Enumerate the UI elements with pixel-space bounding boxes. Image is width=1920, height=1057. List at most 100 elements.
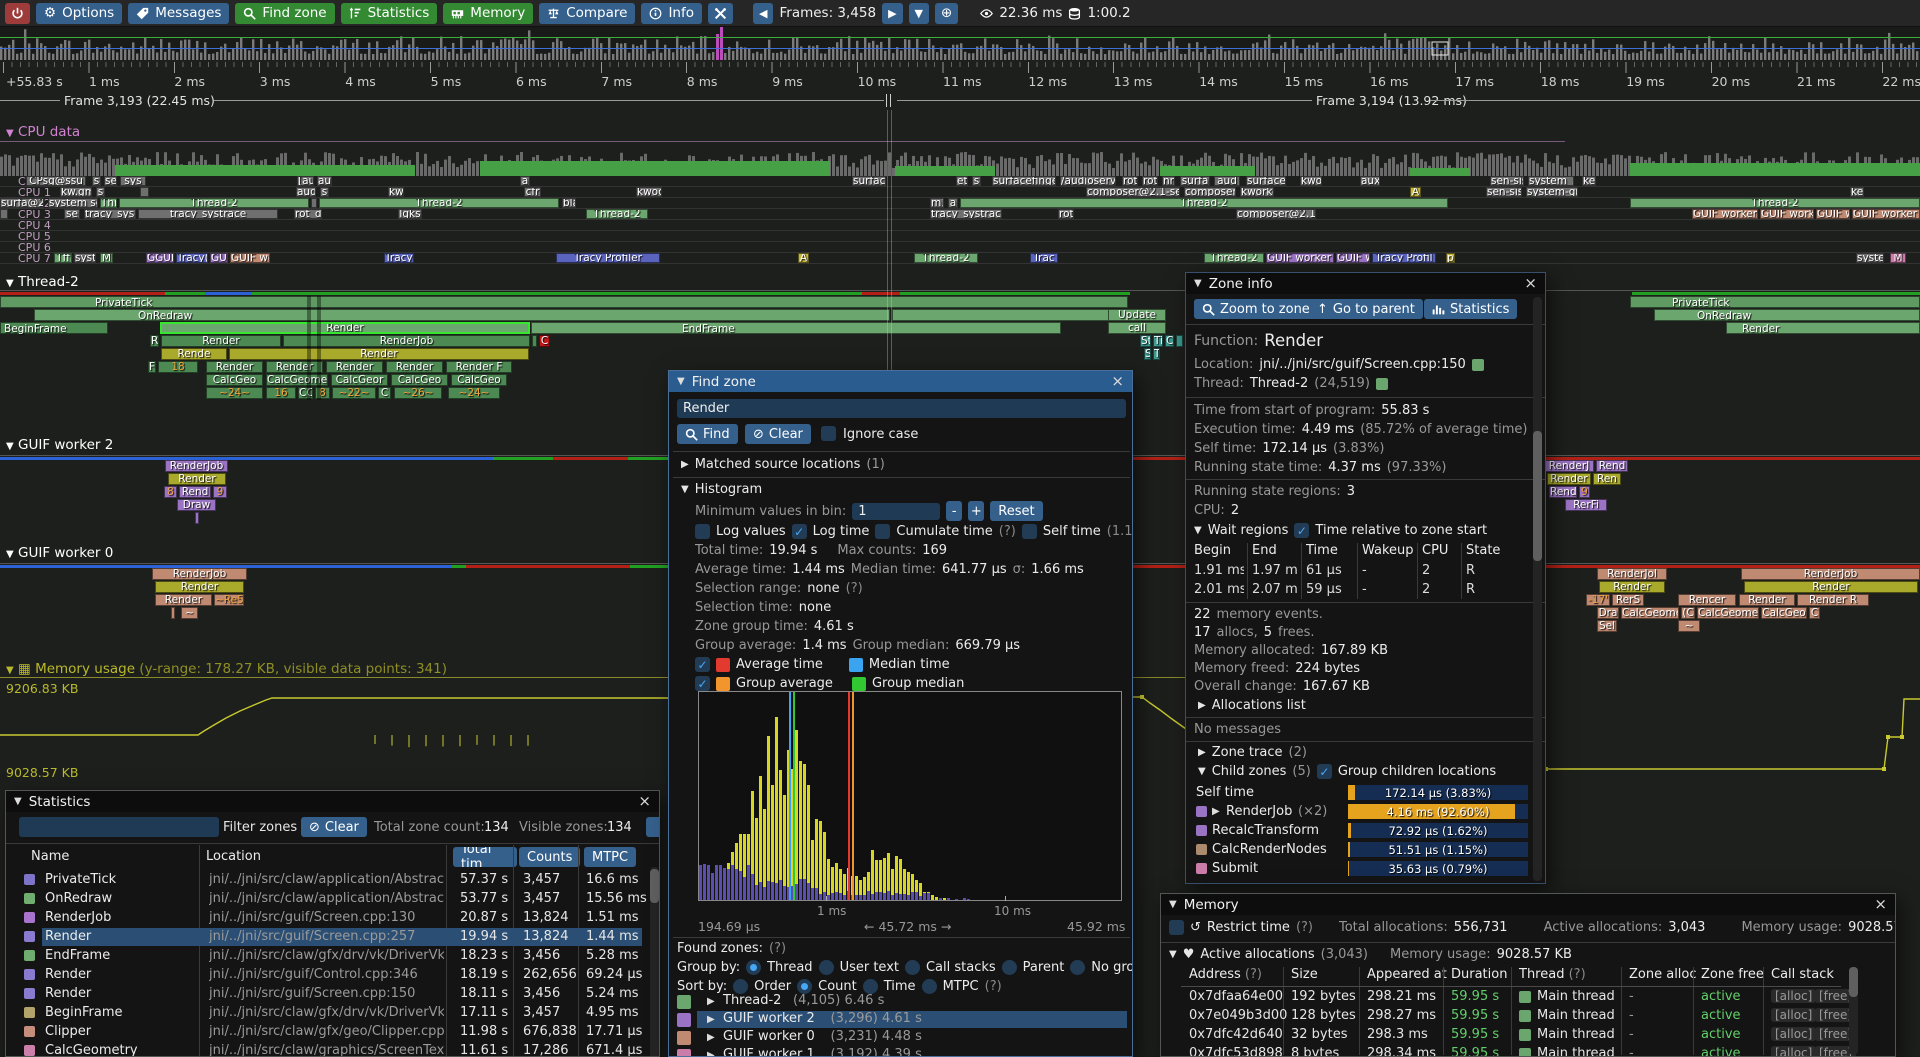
timeline-zone[interactable]: 8	[164, 486, 177, 498]
cpu-zone[interactable]: se	[104, 176, 117, 186]
compare-button[interactable]: Compare	[539, 2, 636, 24]
allocation-row[interactable]: 0x7dfaa64e00 192 bytes 298.21 ms 59.95 s Mai…	[1161, 989, 1895, 1007]
prev-frame-button[interactable]: ◀	[753, 2, 774, 24]
cpu-zone[interactable]: GUIF worker 2	[1266, 253, 1334, 263]
memory-usage-header[interactable]: ▼ ▦ Memory usage (y-range: 178.27 KB, vi…	[6, 661, 447, 677]
cpu-data-header[interactable]: ▼ CPU data	[6, 124, 81, 140]
find-zone-window[interactable]: ▼ Find zone × Render Find ⊘ Clear Ignore ca…	[668, 370, 1133, 1057]
cpu-zone[interactable]: rot_d	[294, 209, 322, 219]
cpu-zone[interactable]: surfa	[1180, 176, 1210, 186]
timeline-zone[interactable]: F	[148, 361, 156, 373]
timeline-zone[interactable]: RenderJob	[283, 335, 530, 347]
memory-button[interactable]: Memory	[443, 2, 534, 24]
info-button[interactable]: Info	[641, 2, 703, 24]
min-bin-decrement[interactable]: -	[946, 501, 963, 521]
close-icon[interactable]: ×	[1874, 895, 1887, 913]
cpu-zone[interactable]: p	[1446, 253, 1455, 263]
cpu-zone[interactable]: aud	[1214, 176, 1240, 186]
timeline-zone[interactable]: ~22~	[332, 387, 376, 399]
cpu-zone[interactable]: A	[1410, 187, 1421, 197]
table-row[interactable]: CalcGeometry jni/../jni/src/claw/graphics…	[6, 1042, 659, 1056]
zone-statistics-button[interactable]: Statistics	[1424, 299, 1518, 319]
cpu-zone[interactable]: Tff	[54, 253, 72, 263]
child-zone-row[interactable]: Submit 35.63 µs (0.79%)	[1186, 860, 1545, 878]
timeline-zone[interactable]: ~	[1678, 620, 1700, 632]
cpu-zone[interactable]: rot	[1058, 209, 1074, 219]
cpu-zone[interactable]: GUIF worke	[1760, 209, 1814, 219]
statistics-scrollbar[interactable]	[650, 867, 659, 1056]
timeline-zone[interactable]: CalcGeor	[331, 374, 388, 386]
child-zone-row[interactable]: CalcRenderNodes 51.51 µs (1.15%)	[1186, 841, 1545, 859]
timeline-zone[interactable]: C	[1165, 335, 1174, 347]
time-relative-checkbox[interactable]	[1294, 523, 1310, 538]
min-bin-input[interactable]: 1	[852, 502, 941, 520]
column-sort-total-time[interactable]: Total tim	[453, 847, 517, 867]
wait-column-header[interactable]: State	[1466, 543, 1501, 558]
timeline-zone[interactable]: -17'	[1586, 594, 1610, 606]
memory-column-header[interactable]: Appeared at	[1367, 967, 1447, 982]
timeline-zone[interactable]: RenderJ	[1544, 460, 1594, 472]
close-icon[interactable]: ×	[1524, 274, 1537, 292]
table-row[interactable]: EndFrame jni/../jni/src/claw/gfx/drv/vk/D…	[6, 947, 659, 965]
zone-trace-header[interactable]: ▶ Zone trace (2)	[1198, 745, 1307, 760]
cpu-zone[interactable]: a	[948, 198, 958, 208]
alloc-callstack-button[interactable]: [alloc]	[1771, 989, 1817, 1003]
timeline-zone[interactable]: Rencer	[1678, 594, 1736, 606]
timeline-zone[interactable]: ~26~	[394, 387, 442, 399]
cpu-zone[interactable]	[140, 187, 149, 197]
group-by-radio-thread[interactable]	[746, 960, 762, 975]
timeline-zone[interactable]: Render	[161, 335, 281, 347]
cpu-zone[interactable]: sen-sis	[1486, 187, 1522, 197]
timeline-zone[interactable]: C	[378, 387, 391, 399]
clipped-button[interactable]	[646, 817, 659, 837]
found-zone-group[interactable]: ▶ GUIF worker 2 (3,296) 4.61 s	[669, 1011, 1132, 1028]
table-row[interactable]: OnRedraw jni/../jni/src/claw/application/…	[6, 890, 659, 908]
sort-by-radio-mtpc[interactable]	[921, 979, 937, 994]
memory-column-header[interactable]: Address (?)	[1189, 967, 1262, 982]
cpu-zone[interactable]: composer@	[1184, 187, 1236, 197]
cpu-zone[interactable]: s	[972, 176, 981, 186]
timeline-zone[interactable]: ~	[181, 607, 198, 619]
timeline-zone[interactable]: ~Re5	[214, 594, 244, 606]
go-to-parent-button[interactable]: ↑ Go to parent	[1309, 299, 1423, 319]
timeline-zone[interactable]: CalcGeome	[266, 374, 328, 386]
timeline-zone[interactable]: Sel	[1597, 620, 1617, 632]
timeline-zone[interactable]: CalcGeo	[206, 374, 263, 386]
timeline-zone[interactable]: (C	[1681, 607, 1695, 619]
zone-info-titlebar[interactable]: ▼ Zone info ×	[1186, 273, 1545, 294]
timeline-zone[interactable]: Rend	[1549, 486, 1577, 498]
table-row[interactable]: RenderJob jni/../jni/src/guif/Screen.cpp:…	[6, 909, 659, 927]
cpu-zone[interactable]: Tracy Profil	[1372, 253, 1436, 263]
allocation-row[interactable]: 0x7dfc42d640 32 bytes 298.3 ms 59.95 s Main …	[1161, 1027, 1895, 1045]
cpu-zone[interactable]: kwo	[1300, 176, 1322, 186]
free-callstack-button[interactable]: [free]	[1815, 1008, 1857, 1022]
timeline-zone[interactable]	[892, 309, 1128, 321]
table-row[interactable]: Clipper jni/../jni/src/claw/gfx/geo/Clipp…	[6, 1023, 659, 1041]
table-row[interactable]: Render jni/../jni/src/guif/Control.cpp:34…	[6, 966, 659, 984]
draw-avg-median-checkbox[interactable]	[695, 657, 710, 672]
timeline-zone[interactable]: CC	[298, 387, 313, 399]
find-zone-histogram[interactable]	[698, 691, 1122, 901]
child-zones-header[interactable]: ▼Child zones(5)Group children locations	[1198, 764, 1496, 779]
thread-header-guif-worker-2[interactable]: ▼ GUIF worker 2	[6, 437, 114, 453]
timeline-zone[interactable]: RenderJob	[1741, 568, 1920, 580]
cpu-zone[interactable]: s	[92, 176, 101, 186]
frame-dropdown-button[interactable]: ▼	[908, 2, 930, 24]
cpu-zone[interactable]: system-grm	[1526, 187, 1578, 197]
next-frame-button[interactable]: ▶	[882, 2, 903, 24]
cpu-zone[interactable]: Trac	[1030, 253, 1058, 263]
filter-clear-button[interactable]: ⊘ Clear	[301, 817, 367, 837]
memory-column-header[interactable]: Thread (?)	[1519, 967, 1586, 982]
wait-column-header[interactable]: End	[1252, 543, 1277, 558]
cpu-zone[interactable]: Tracy!	[384, 253, 414, 263]
cpu-zone[interactable]: A	[798, 253, 809, 263]
cpu-zone[interactable]: et	[956, 176, 968, 186]
child-zone-row[interactable]: RecalcTransform 72.92 µs (1.62%)	[1186, 822, 1545, 840]
group-by-radio-parent[interactable]	[1001, 960, 1017, 975]
cpu-zone[interactable]: bla	[562, 198, 576, 208]
free-callstack-button[interactable]: [free]	[1815, 989, 1857, 1003]
cpu-zone[interactable]: se	[64, 209, 80, 219]
timeline-zone[interactable]: Rend	[179, 486, 211, 498]
free-callstack-button[interactable]: [free]	[1815, 1046, 1857, 1056]
cpu-zone[interactable]: GUIF wor	[230, 253, 270, 263]
